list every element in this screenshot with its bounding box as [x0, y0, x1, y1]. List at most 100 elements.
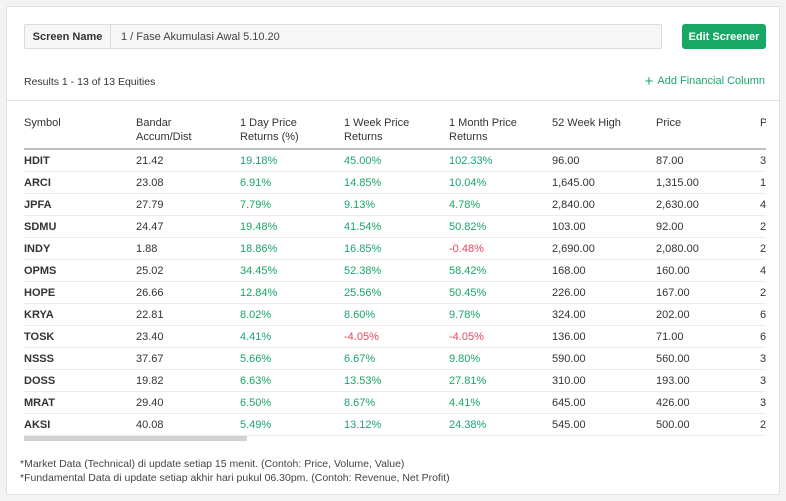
table-cell: 92.00 [656, 220, 684, 233]
table-cell: 1,315.00 [656, 176, 699, 189]
column-header[interactable]: 1 Week Price Returns [344, 115, 449, 148]
table-cell: 9.13% [344, 198, 376, 211]
column-header-text: Returns (%) [240, 131, 299, 143]
column-header[interactable]: 1 Day Price Returns (%) [240, 115, 344, 148]
table-cell: 24.47 [136, 220, 164, 233]
table-cell: 24.38% [449, 418, 487, 431]
results-table: Symbol Bandar Accum/Dist 1 Day Price Returns… [24, 115, 766, 436]
edit-screener-button[interactable]: Edit Screener [682, 24, 766, 49]
table-cell: 226.00 [552, 286, 586, 299]
table-row[interactable]: INDY 1.88 18.86% 16.85% -0.48% 2,690.00 2,080.… [24, 238, 766, 260]
table-cell: 6.91% [240, 176, 272, 189]
table-cell: 5.49% [240, 418, 272, 431]
table-row[interactable]: MRAT 29.40 6.50% 8.67% 4.41% 645.00 426.00 3 [24, 392, 766, 414]
table-header: Symbol Bandar Accum/Dist 1 Day Price Returns… [24, 115, 766, 150]
table-cell: 50.82% [449, 220, 487, 233]
table-cell: 37.67 [136, 352, 164, 365]
table-cell: 23.40 [136, 330, 164, 343]
table-cell: 22.81 [136, 308, 164, 321]
table-row[interactable]: NSSS 37.67 5.66% 6.67% 9.80% 590.00 560.00 3 [24, 348, 766, 370]
table-cell: 590.00 [552, 352, 586, 365]
table-row[interactable]: AKSI 40.08 5.49% 13.12% 24.38% 545.00 500.00 2 [24, 414, 766, 436]
table-cell: 1.88 [136, 242, 158, 255]
table-cell: 4 [760, 264, 766, 277]
symbol-link[interactable]: OPMS [24, 264, 57, 277]
table-row[interactable]: JPFA 27.79 7.79% 9.13% 4.78% 2,840.00 2,630.00… [24, 194, 766, 216]
table-cell: 41.54% [344, 220, 382, 233]
table-cell: 19.48% [240, 220, 278, 233]
column-header-text: 52 Week High [552, 117, 621, 129]
symbol-link[interactable]: JPFA [24, 198, 52, 211]
symbol-link[interactable]: TOSK [24, 330, 55, 343]
table-row[interactable]: SDMU 24.47 19.48% 41.54% 50.82% 103.00 92.00 2 [24, 216, 766, 238]
table-row[interactable]: TOSK 23.40 4.41% -4.05% -4.05% 136.00 71.00 6 [24, 326, 766, 348]
table-cell: 1 [760, 176, 766, 189]
table-cell: 10.04% [449, 176, 487, 189]
table-cell: -0.48% [449, 242, 484, 255]
table-cell: 2 [760, 418, 766, 431]
table-cell: 103.00 [552, 220, 586, 233]
table-cell: -4.05% [449, 330, 484, 343]
screen-name-value[interactable]: 1 / Fase Akumulasi Awal 5.10.20 [121, 30, 280, 43]
column-header-text: 1 Week Price [344, 117, 410, 129]
table-cell: 13.53% [344, 374, 382, 387]
symbol-link[interactable]: KRYA [24, 308, 54, 321]
table-cell: 96.00 [552, 154, 580, 167]
symbol-link[interactable]: AKSI [24, 418, 51, 431]
plus-icon: + [644, 72, 654, 90]
screen-name-field: Screen Name 1 / Fase Akumulasi Awal 5.10… [24, 24, 662, 49]
symbol-link[interactable]: HDIT [24, 154, 50, 167]
table-cell: 7.79% [240, 198, 272, 211]
table-cell: 58.42% [449, 264, 487, 277]
symbol-link[interactable]: NSSS [24, 352, 54, 365]
table-cell: 560.00 [656, 352, 690, 365]
symbol-link[interactable]: DOSS [24, 374, 56, 387]
table-row[interactable]: HOPE 26.66 12.84% 25.56% 50.45% 226.00 167.00 2 [24, 282, 766, 304]
table-cell: 5.66% [240, 352, 272, 365]
table-cell: 3 [760, 396, 766, 409]
table-row[interactable]: KRYA 22.81 8.02% 8.60% 9.78% 324.00 202.00 6 [24, 304, 766, 326]
table-cell: 12.84% [240, 286, 278, 299]
table-row[interactable]: DOSS 19.82 6.63% 13.53% 27.81% 310.00 193.00 3 [24, 370, 766, 392]
table-row[interactable]: HDIT 21.42 19.18% 45.00% 102.33% 96.00 87.00 3 [24, 150, 766, 172]
column-header-text: Symbol [24, 117, 61, 129]
column-header[interactable]: 52 Week High [552, 115, 656, 148]
footer-note-market: *Market Data (Technical) di update setia… [20, 458, 405, 470]
table-row[interactable]: OPMS 25.02 34.45% 52.38% 58.42% 168.00 160.00 4 [24, 260, 766, 282]
table-cell: 3 [760, 374, 766, 387]
column-header[interactable]: Symbol [24, 115, 136, 148]
symbol-link[interactable]: ARCI [24, 176, 51, 189]
table-cell: 13.12% [344, 418, 382, 431]
table-cell: 4 [760, 198, 766, 211]
table-cell: 71.00 [656, 330, 684, 343]
table-cell: 324.00 [552, 308, 586, 321]
table-cell: 52.38% [344, 264, 382, 277]
symbol-link[interactable]: MRAT [24, 396, 55, 409]
table-cell: 27.81% [449, 374, 487, 387]
symbol-link[interactable]: INDY [24, 242, 51, 255]
table-cell: 545.00 [552, 418, 586, 431]
table-cell: 6.63% [240, 374, 272, 387]
table-cell: 19.82 [136, 374, 164, 387]
table-cell: 8.67% [344, 396, 376, 409]
table-cell: 645.00 [552, 396, 586, 409]
table-row[interactable]: ARCI 23.08 6.91% 14.85% 10.04% 1,645.00 1,315.… [24, 172, 766, 194]
add-financial-column-link[interactable]: + Add Financial Column [644, 72, 765, 90]
symbol-link[interactable]: HOPE [24, 286, 56, 299]
table-cell: 8.02% [240, 308, 272, 321]
footer-note-fundamental: *Fundamental Data di update setiap akhir… [20, 472, 450, 484]
column-header[interactable]: P [760, 115, 766, 148]
symbol-link[interactable]: SDMU [24, 220, 57, 233]
results-count: Results 1 - 13 of 13 Equities [24, 76, 156, 88]
screener-card: Screen Name 1 / Fase Akumulasi Awal 5.10… [6, 6, 780, 495]
table-cell: 426.00 [656, 396, 690, 409]
table-cell: 29.40 [136, 396, 164, 409]
column-header[interactable]: Price [656, 115, 760, 148]
table-cell: 6.50% [240, 396, 272, 409]
column-header-text: 1 Month Price [449, 117, 517, 129]
column-header[interactable]: Bandar Accum/Dist [136, 115, 240, 148]
column-header[interactable]: 1 Month Price Returns [449, 115, 552, 148]
table-cell: 14.85% [344, 176, 382, 189]
table-cell: 87.00 [656, 154, 684, 167]
horizontal-scrollbar[interactable] [24, 436, 247, 441]
